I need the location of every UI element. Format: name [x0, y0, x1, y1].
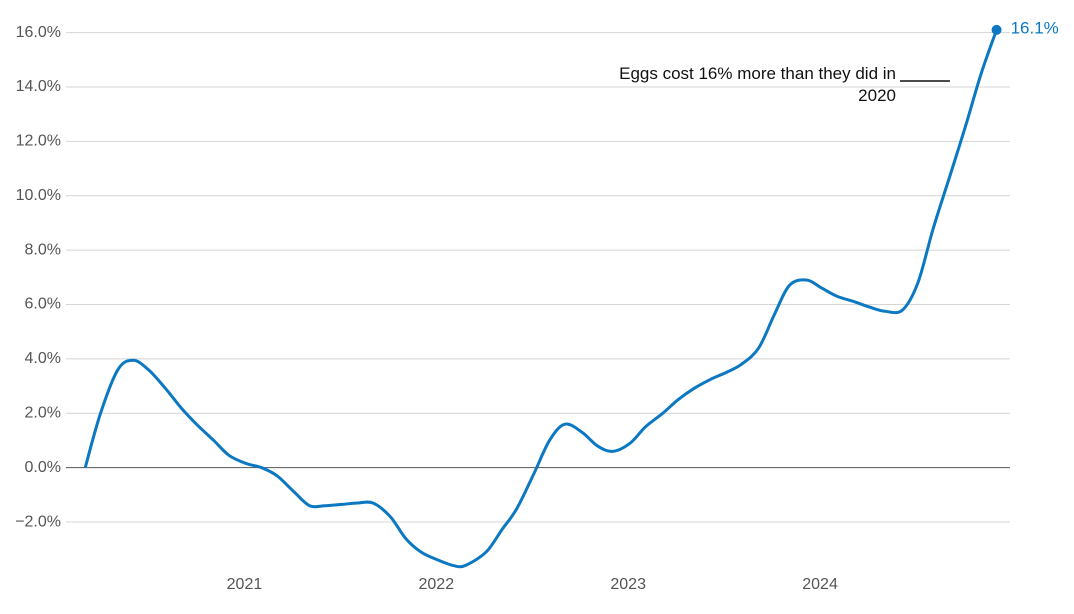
x-tick-label: 2023 [610, 576, 646, 593]
x-tick-label: 2022 [419, 576, 455, 593]
x-tick-label: 2024 [802, 576, 838, 593]
line [83, 29, 998, 569]
y-tick-label: 10.0% [16, 187, 61, 204]
y-tick-label: 12.0% [16, 133, 61, 150]
y-tick-label: 14.0% [16, 78, 61, 95]
y-tick-label: −2.0% [15, 513, 61, 530]
y-tick-label: 2.0% [25, 405, 61, 422]
y-tick-label: 0.0% [25, 459, 61, 476]
x-tick-label: 2021 [227, 576, 263, 593]
y-tick-label: 8.0% [25, 241, 61, 258]
y-tick-label: 6.0% [25, 296, 61, 313]
value-label: 16.1% [1011, 18, 1059, 37]
y-tick-label: 16.0% [16, 24, 61, 41]
annotation: Eggs cost 16% more than they did in 2020 [619, 64, 896, 105]
end-point [991, 24, 1002, 35]
y-tick-label: 4.0% [25, 350, 61, 367]
